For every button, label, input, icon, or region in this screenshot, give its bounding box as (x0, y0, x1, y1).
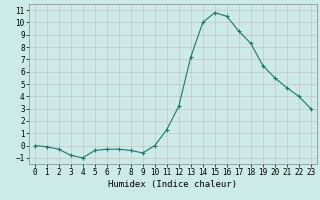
X-axis label: Humidex (Indice chaleur): Humidex (Indice chaleur) (108, 180, 237, 189)
